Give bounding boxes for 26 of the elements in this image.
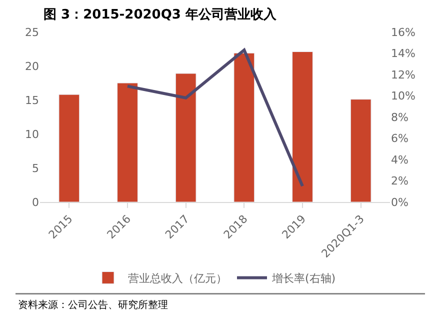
bar — [58, 94, 80, 202]
bar — [234, 52, 255, 202]
bar — [117, 82, 138, 202]
y-tick-label: 25 — [25, 26, 39, 39]
y-tick-label: 15 — [25, 94, 39, 107]
y2-tick-label: 14% — [391, 47, 416, 60]
y-tick-label: 10 — [25, 128, 39, 141]
y-tick-label: 5 — [32, 162, 39, 175]
y2-tick-label: 6% — [391, 132, 408, 146]
y2-tick-label: 4% — [391, 153, 408, 166]
y2-tick-label: 12% — [391, 68, 416, 82]
y2-tick-label: 10% — [391, 90, 416, 103]
y2-tick-label: 0% — [391, 196, 408, 209]
y2-tick-label: 8% — [391, 110, 408, 124]
legend-label: 营业总收入（亿元） — [128, 272, 227, 285]
y-tick-label: 0 — [32, 196, 39, 209]
bar — [175, 73, 196, 202]
bar — [350, 99, 372, 202]
y2-tick-label: 16% — [391, 26, 416, 39]
chart-title: 图 3：2015-2020Q3 年公司营业收入 — [44, 6, 278, 23]
y2-tick-label: 2% — [391, 174, 408, 188]
line-series — [126, 48, 304, 188]
bar — [292, 51, 313, 202]
legend-label: 增长率(右轴) — [271, 272, 336, 285]
y-tick-label: 20 — [25, 60, 39, 73]
text: 资料来源：公司公告、研究所整理 — [18, 299, 168, 311]
